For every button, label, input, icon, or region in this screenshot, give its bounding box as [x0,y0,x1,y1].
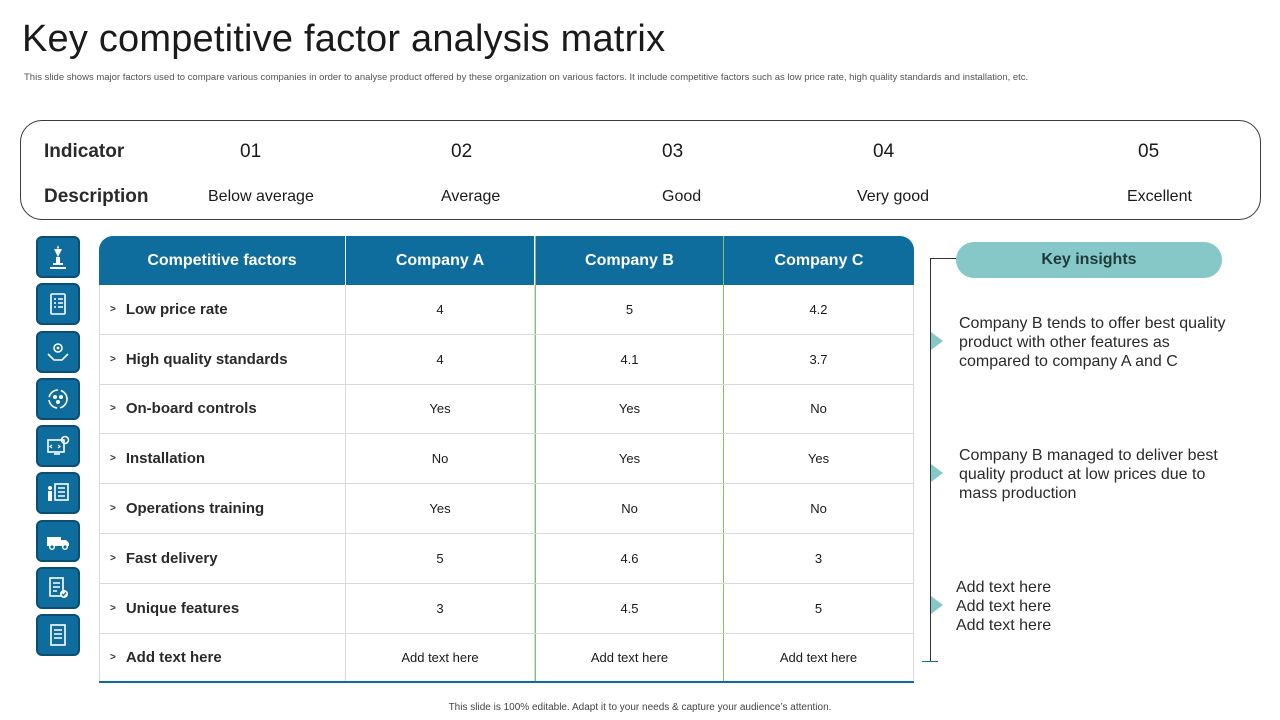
list-document-icon [36,614,80,657]
factor-name: On-board controls [125,400,257,418]
indicator-04: 04 [873,141,895,162]
company-a-value: 4 [346,285,535,334]
header-competitive-factors: Competitive factors [99,236,346,285]
factor-name: Low price rate [125,300,228,318]
chevron-right-icon: > [110,303,116,315]
insights-bracket [930,258,956,662]
checklist-icon [36,283,80,326]
company-c-value: 4.2 [724,285,914,334]
indicator-03: 03 [662,141,684,162]
cycle-icon [36,377,80,420]
pointer-arrow-icon [931,332,943,350]
key-insights-label: Key insights [956,242,1222,278]
table-row: > On-board controls Yes Yes No [99,384,914,435]
indicator-05: 05 [1138,141,1160,162]
monitor-gear-icon [36,425,80,468]
company-b-value: Yes [535,434,724,484]
table-row: > Operations training Yes No No [99,484,914,534]
table-row: > Installation No Yes Yes [99,434,914,485]
factor-icon-column [36,236,80,662]
footer-note: This slide is 100% editable. Adapt it to… [448,702,832,713]
placeholder-line: Add text here [956,598,1052,615]
company-a-value: 3 [346,583,535,633]
company-c-value: 3 [724,533,914,583]
rating-legend: Indicator Description 01 02 03 04 05 Bel… [20,120,1261,220]
chevron-right-icon: > [110,453,116,465]
document-check-icon [36,567,80,610]
header-company-b: Company B [535,236,724,285]
header-company-c: Company C [774,251,864,269]
factor-name: Add text here [125,648,222,666]
chevron-right-icon: > [110,403,116,415]
insights-bracket-end [922,661,938,662]
indicator-01: 01 [240,141,262,162]
pointer-arrow-icon [931,464,943,482]
chevron-right-icon: > [110,651,116,663]
description-03: Good [662,188,702,205]
company-b-value: No [535,484,724,533]
factor-name: Unique features [125,599,240,617]
factor-name: Fast delivery [125,549,218,567]
company-c-value: 5 [724,583,914,633]
chevron-right-icon: > [110,552,116,564]
description-label: Description [44,186,149,207]
placeholder-line: Add text here [956,579,1052,596]
description-01: Below average [208,188,314,205]
factor-name: Operations training [125,500,265,518]
company-b-value: 4.1 [535,334,724,384]
chevron-right-icon: > [110,503,116,515]
table-header: Competitive factors Company A Company B … [99,236,914,285]
company-b-value: Yes [535,384,724,434]
competitive-factor-table: Competitive factors Company A Company B … [99,236,914,684]
delivery-truck-icon [36,519,80,562]
trophy-icon [36,236,80,278]
description-05: Excellent [1127,188,1192,205]
indicator-02: 02 [451,141,473,162]
chevron-right-icon: > [110,602,116,614]
page-title: Key competitive factor analysis matrix [22,18,666,60]
factor-name: High quality standards [125,350,288,368]
insight-text-2: Company B managed to deliver best qualit… [959,447,1218,502]
table-row: > Fast delivery 5 4.6 3 [99,533,914,584]
header-company-a: Company A [346,236,535,285]
table-row: > Low price rate 4 5 4.2 [99,285,914,335]
description-04: Very good [857,188,930,205]
page-subtitle: This slide shows major factors used to c… [24,72,1029,83]
indicator-label: Indicator [44,141,125,162]
insight-text-1: Company B tends to offer best quality pr… [959,315,1226,370]
company-c-value: Yes [724,434,914,484]
company-b-value: Add text here [535,633,724,682]
description-02: Average [441,188,501,205]
hands-gear-icon [36,330,80,373]
company-a-value: Yes [346,484,535,533]
factor-name: Installation [125,450,206,468]
chevron-right-icon: > [110,353,116,365]
insight-placeholder: Add text here Add text here Add text her… [956,578,1236,635]
company-c-value: 3.7 [724,334,914,384]
table-row: > High quality standards 4 4.1 3.7 [99,334,914,385]
company-b-value: 5 [535,285,724,334]
table-row: > Unique features 3 4.5 5 [99,583,914,634]
presenter-icon [36,472,80,515]
company-c-value: No [724,484,914,533]
placeholder-line: Add text here [956,617,1052,634]
company-a-value: No [346,434,535,484]
company-a-value: Yes [346,384,535,434]
pointer-arrow-icon [931,596,943,614]
company-a-value: Add text here [346,633,535,682]
company-c-value: No [724,384,914,434]
company-a-value: 5 [346,533,535,583]
company-c-value: Add text here [724,633,914,682]
company-a-value: 4 [346,334,535,384]
company-b-value: 4.6 [535,533,724,583]
company-b-value: 4.5 [535,583,724,633]
table-row: > Add text here Add text here Add text he… [99,633,914,684]
